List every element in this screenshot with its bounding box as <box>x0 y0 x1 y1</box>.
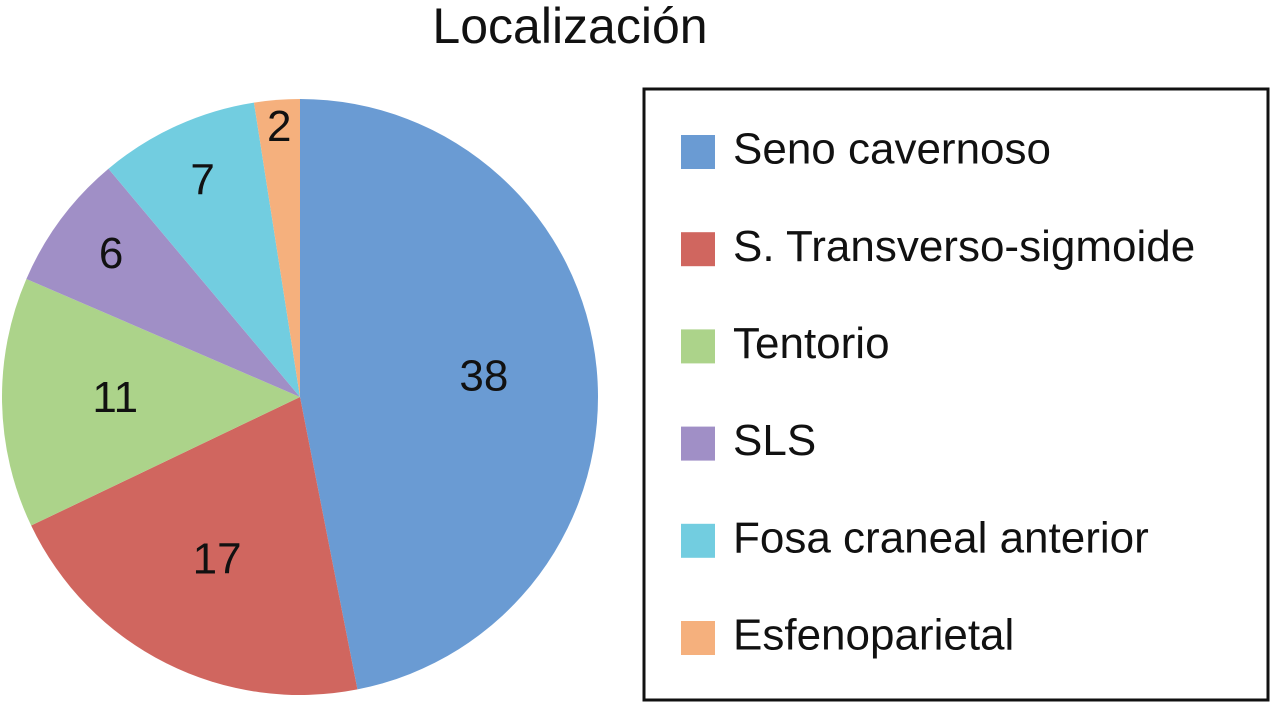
legend-swatch <box>681 135 715 169</box>
legend-swatch <box>681 523 715 558</box>
legend-swatch <box>681 426 715 461</box>
legend-swatch <box>681 329 715 364</box>
data-label: 11 <box>92 373 138 422</box>
legend-label: Fosa craneal anterior <box>733 513 1149 562</box>
data-label: 6 <box>99 229 123 278</box>
legend-swatch <box>681 621 715 655</box>
pie-slice <box>300 99 598 690</box>
legend-label: Esfenoparietal <box>733 611 1014 660</box>
data-label: 7 <box>190 155 214 204</box>
pie-slice <box>26 168 300 397</box>
data-label: 38 <box>459 352 508 401</box>
legend-label: SLS <box>733 416 816 465</box>
legend-label: Seno cavernoso <box>733 125 1051 174</box>
legend-label: S. Transverso-sigmoide <box>733 222 1195 271</box>
legend-swatch <box>681 232 715 267</box>
legend-box <box>642 87 1270 702</box>
legend-label: Tentorio <box>733 319 890 368</box>
pie-slice <box>108 102 300 397</box>
pie-slice <box>253 99 300 397</box>
pie-slice <box>31 397 358 695</box>
pie-slice <box>1 278 301 526</box>
chart-title: Localización <box>432 0 707 54</box>
data-label: 2 <box>267 102 291 151</box>
data-label: 17 <box>193 535 242 584</box>
